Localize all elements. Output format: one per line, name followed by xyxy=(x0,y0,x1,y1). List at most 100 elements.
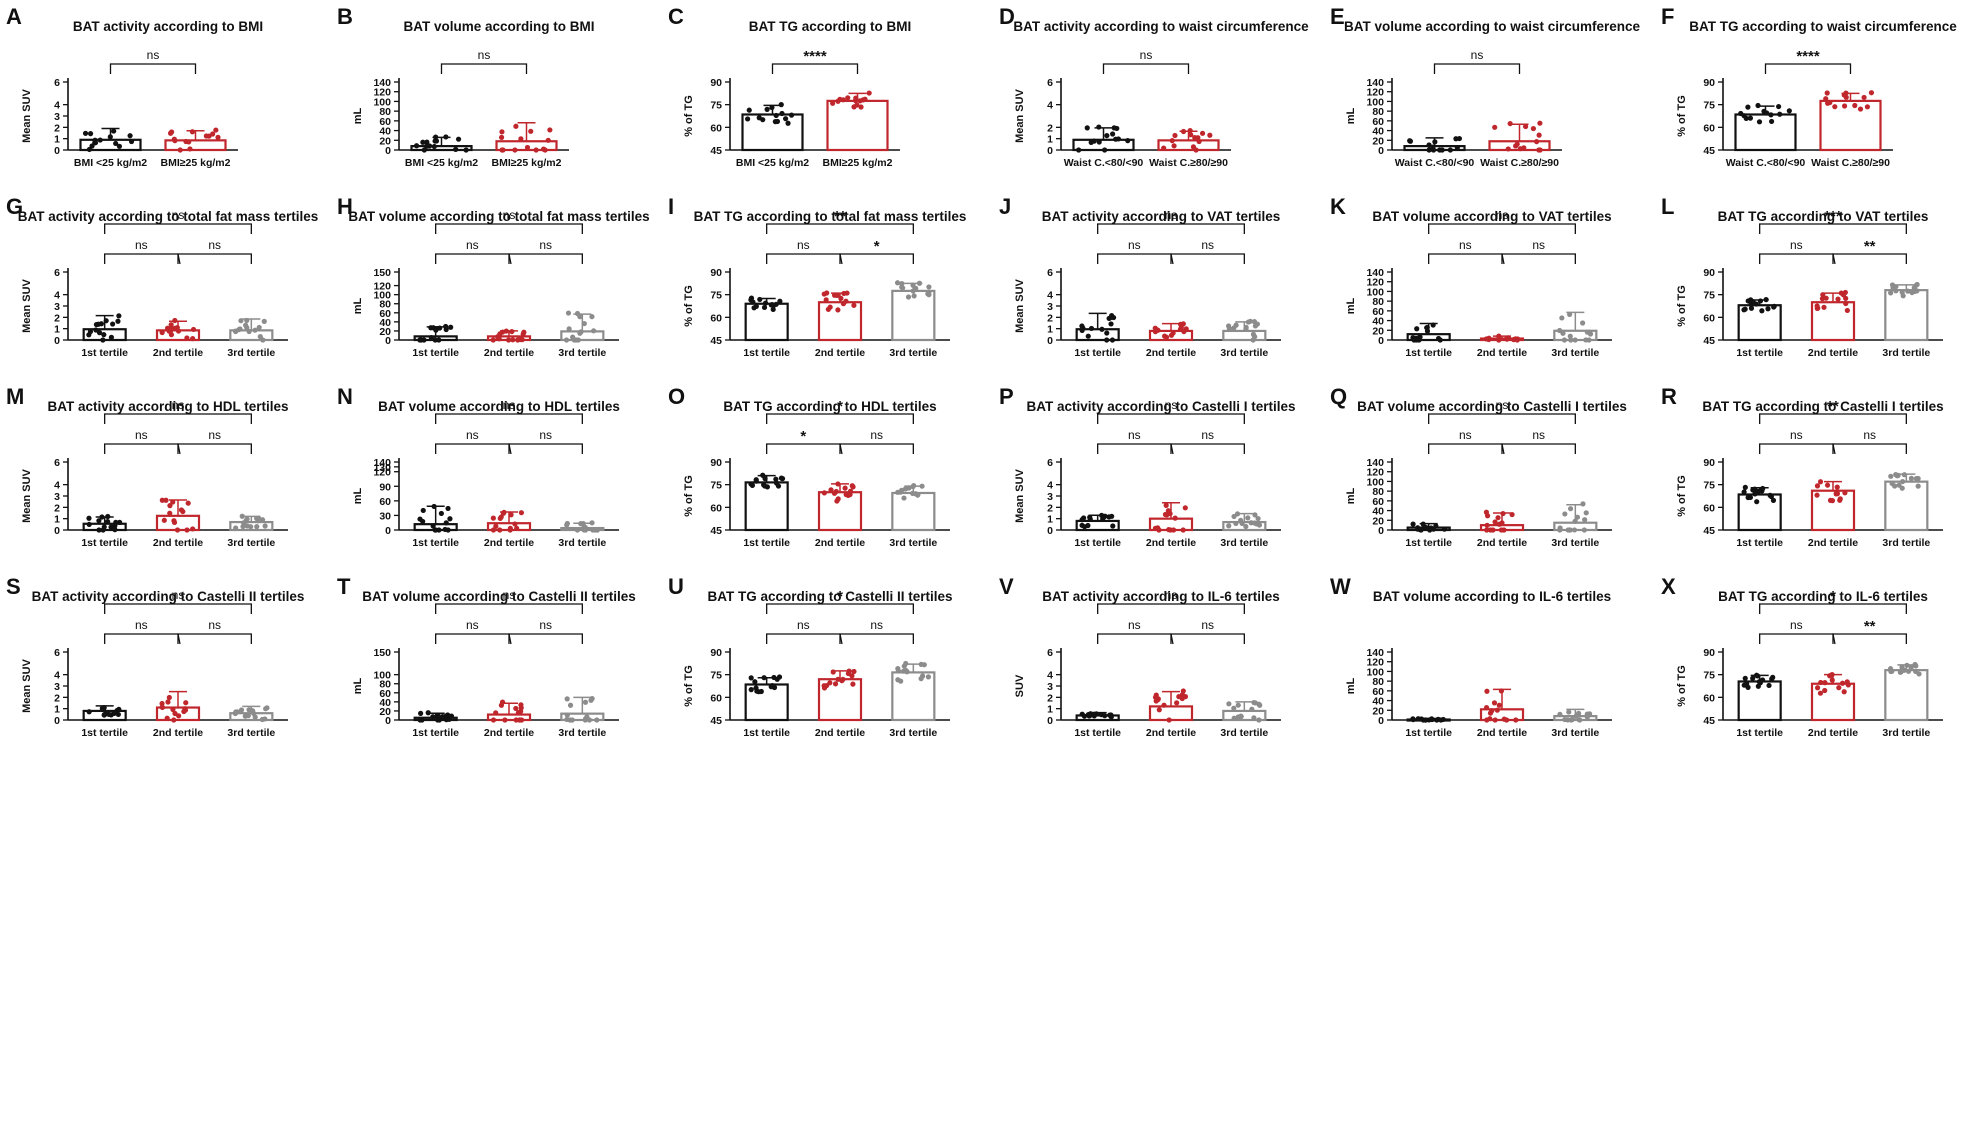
panel-u: U BAT TG according to Castelli II tertile… xyxy=(668,574,953,739)
x-tick-label: 3rd tertile xyxy=(558,537,606,549)
data-point xyxy=(432,527,438,533)
data-point xyxy=(244,317,250,324)
data-point xyxy=(1503,717,1510,723)
data-point xyxy=(1569,716,1575,723)
y-tick-label: 2 xyxy=(54,312,60,324)
data-point xyxy=(86,521,92,528)
data-point xyxy=(106,711,112,718)
data-point xyxy=(1587,329,1593,335)
data-point xyxy=(574,310,581,317)
data-point xyxy=(1825,100,1831,106)
data-point xyxy=(1087,713,1093,719)
significance-label: ns xyxy=(478,48,491,62)
data-point xyxy=(428,335,434,341)
y-tick-label: 0 xyxy=(385,525,391,537)
x-tick-label: 1st tertile xyxy=(1074,537,1121,549)
data-point xyxy=(176,713,182,719)
significance-label: ns xyxy=(503,588,516,602)
data-point xyxy=(533,147,539,153)
y-tick-label: 75 xyxy=(710,100,722,112)
y-axis-label: % of TG xyxy=(683,285,695,327)
data-point xyxy=(421,147,427,153)
y-axis-label: mL xyxy=(352,107,364,124)
data-point xyxy=(518,510,525,516)
data-point xyxy=(108,524,114,530)
data-point xyxy=(1911,285,1917,291)
data-point xyxy=(1437,337,1443,343)
data-point xyxy=(445,527,451,533)
significance-label: ns xyxy=(135,618,148,632)
y-tick-label: 0 xyxy=(1378,145,1384,157)
data-point xyxy=(1231,705,1237,711)
data-point xyxy=(1915,483,1921,489)
data-point xyxy=(1102,713,1108,719)
data-point xyxy=(591,328,597,334)
data-point xyxy=(517,717,523,723)
comparison-bracket xyxy=(508,633,583,645)
data-point xyxy=(263,706,269,712)
data-point xyxy=(573,337,579,343)
y-tick-label: 45 xyxy=(710,145,722,157)
y-axis-label: % of TG xyxy=(1676,285,1688,327)
x-tick-label: 2nd tertile xyxy=(153,537,203,549)
data-point xyxy=(512,147,518,153)
data-point xyxy=(1187,127,1193,134)
x-tick-label: BMI <25 kg/m2 xyxy=(405,157,478,169)
data-point xyxy=(833,488,839,495)
bar-1 xyxy=(744,481,789,532)
x-tick-label: 3rd tertile xyxy=(558,727,606,739)
data-point xyxy=(835,676,841,682)
data-point xyxy=(1161,702,1167,708)
data-point xyxy=(1496,337,1502,343)
panel-title: BAT activity according to VAT tertiles xyxy=(1042,209,1281,224)
data-point xyxy=(1429,716,1435,722)
data-point xyxy=(1562,511,1568,517)
y-tick-label: 90 xyxy=(710,77,722,89)
data-point xyxy=(1114,125,1120,132)
comparison-bracket xyxy=(177,443,252,455)
data-point xyxy=(490,515,496,521)
panel-title: BAT volume according to Castelli II tert… xyxy=(362,589,636,604)
bar-3 xyxy=(1884,289,1929,342)
data-point xyxy=(1566,527,1573,533)
significance-label: ns xyxy=(1201,238,1214,252)
x-tick-label: 1st tertile xyxy=(743,727,790,739)
data-point xyxy=(1109,513,1115,519)
x-tick-label: 3rd tertile xyxy=(1551,537,1599,549)
data-point xyxy=(1750,675,1756,681)
data-point xyxy=(1567,506,1574,512)
significance-label: ns xyxy=(1201,618,1214,632)
data-point xyxy=(1088,325,1095,332)
y-tick-label: 60 xyxy=(379,308,391,320)
data-point xyxy=(510,337,516,343)
data-point xyxy=(246,328,252,335)
data-point xyxy=(828,487,834,493)
y-tick-label: 0 xyxy=(385,145,391,157)
data-point xyxy=(866,90,872,96)
data-point xyxy=(1096,139,1102,145)
panel-label: M xyxy=(6,384,24,409)
data-point xyxy=(771,302,777,309)
y-tick-label: 0 xyxy=(1378,525,1384,537)
data-point xyxy=(764,106,770,112)
data-point xyxy=(1513,717,1519,723)
data-point xyxy=(1766,682,1772,689)
data-point xyxy=(436,337,442,343)
comparison-bracket xyxy=(1501,253,1576,265)
data-point xyxy=(1091,138,1097,144)
significance-label: ns xyxy=(539,428,552,442)
data-point xyxy=(431,143,437,150)
panel-title: BAT activity according to Castelli II te… xyxy=(32,589,305,604)
y-tick-label: 4 xyxy=(1047,290,1053,302)
x-tick-label: Waist C.<80/<90 xyxy=(1064,157,1144,169)
data-point xyxy=(821,683,827,689)
data-point xyxy=(745,116,751,122)
data-point xyxy=(1573,713,1579,719)
comparison-bracket xyxy=(1170,253,1245,265)
comparison-bracket xyxy=(508,253,583,265)
data-point xyxy=(1814,483,1821,489)
data-point xyxy=(252,327,258,333)
data-point xyxy=(1580,320,1586,326)
data-point xyxy=(1245,515,1251,521)
x-tick-label: 1st tertile xyxy=(1736,347,1783,359)
